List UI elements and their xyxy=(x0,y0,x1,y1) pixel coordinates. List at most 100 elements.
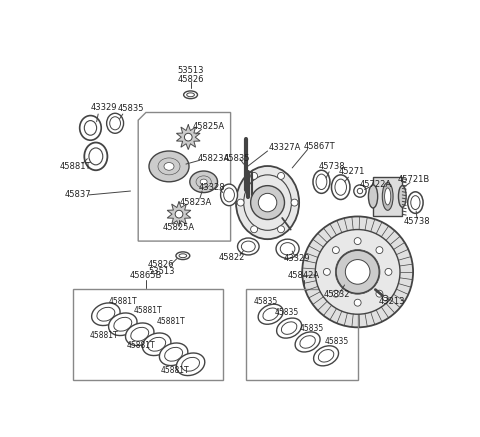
Text: 45835: 45835 xyxy=(117,104,144,113)
Circle shape xyxy=(376,290,383,297)
Circle shape xyxy=(357,188,363,194)
Ellipse shape xyxy=(148,337,166,351)
Text: 45835: 45835 xyxy=(275,308,299,317)
Ellipse shape xyxy=(187,93,194,97)
Ellipse shape xyxy=(281,322,297,334)
Ellipse shape xyxy=(176,252,190,260)
Text: 53513: 53513 xyxy=(148,267,175,276)
Text: 45881T: 45881T xyxy=(89,331,118,340)
Ellipse shape xyxy=(184,91,197,99)
Ellipse shape xyxy=(221,184,238,206)
Text: 45722A: 45722A xyxy=(360,180,391,189)
Text: 45881T: 45881T xyxy=(60,162,91,171)
Circle shape xyxy=(333,246,339,253)
Text: 45721B: 45721B xyxy=(398,175,430,184)
Ellipse shape xyxy=(89,148,103,165)
Ellipse shape xyxy=(241,241,255,252)
Ellipse shape xyxy=(165,347,182,361)
Circle shape xyxy=(376,246,383,253)
Ellipse shape xyxy=(295,332,320,352)
Text: 45881T: 45881T xyxy=(127,340,156,350)
Ellipse shape xyxy=(143,333,171,356)
Ellipse shape xyxy=(84,142,108,170)
Ellipse shape xyxy=(131,327,149,341)
Text: 43328: 43328 xyxy=(199,184,226,192)
Ellipse shape xyxy=(179,254,187,258)
Ellipse shape xyxy=(200,179,207,184)
Ellipse shape xyxy=(97,307,115,321)
Ellipse shape xyxy=(332,175,350,200)
Ellipse shape xyxy=(125,323,154,346)
Polygon shape xyxy=(177,125,200,149)
Bar xyxy=(373,177,402,216)
Ellipse shape xyxy=(313,346,338,366)
Ellipse shape xyxy=(335,179,347,195)
Ellipse shape xyxy=(84,121,96,135)
Ellipse shape xyxy=(276,318,301,338)
Text: 45865B: 45865B xyxy=(130,271,162,280)
Circle shape xyxy=(354,238,361,245)
Text: 45867T: 45867T xyxy=(303,142,335,151)
Ellipse shape xyxy=(384,188,391,205)
Text: 45825A: 45825A xyxy=(192,122,224,131)
Text: 45825A: 45825A xyxy=(163,223,195,232)
Ellipse shape xyxy=(302,216,413,327)
Circle shape xyxy=(291,199,298,206)
Ellipse shape xyxy=(398,186,406,207)
Circle shape xyxy=(354,185,366,197)
Circle shape xyxy=(385,268,392,275)
Text: 45837: 45837 xyxy=(65,191,92,199)
Text: 43329: 43329 xyxy=(90,104,117,112)
Text: 43213: 43213 xyxy=(379,298,406,306)
Circle shape xyxy=(258,193,277,212)
Bar xyxy=(246,289,358,380)
Circle shape xyxy=(175,210,183,218)
Text: 45271: 45271 xyxy=(339,167,365,176)
Text: 45835: 45835 xyxy=(224,154,250,163)
Ellipse shape xyxy=(80,115,101,140)
Ellipse shape xyxy=(318,350,334,362)
Text: 45823A: 45823A xyxy=(180,198,212,207)
Circle shape xyxy=(333,290,339,297)
Text: 45738: 45738 xyxy=(319,162,346,171)
Circle shape xyxy=(354,299,361,306)
Ellipse shape xyxy=(369,185,378,208)
Ellipse shape xyxy=(236,166,299,239)
Ellipse shape xyxy=(316,174,327,190)
Text: 45842A: 45842A xyxy=(288,271,320,280)
Ellipse shape xyxy=(382,183,393,210)
Ellipse shape xyxy=(313,170,330,193)
Text: 45881T: 45881T xyxy=(156,317,185,326)
Circle shape xyxy=(324,268,330,275)
Text: 43329: 43329 xyxy=(284,254,310,264)
Ellipse shape xyxy=(92,303,120,326)
Text: 43327A: 43327A xyxy=(268,142,300,152)
Circle shape xyxy=(251,186,285,219)
Ellipse shape xyxy=(176,353,205,375)
Circle shape xyxy=(345,260,370,284)
Ellipse shape xyxy=(190,171,217,193)
Text: 45826: 45826 xyxy=(148,260,175,269)
Ellipse shape xyxy=(181,357,200,371)
Ellipse shape xyxy=(300,336,315,348)
Text: 45826: 45826 xyxy=(177,75,204,84)
Text: 45823A: 45823A xyxy=(198,154,230,163)
Circle shape xyxy=(277,226,285,233)
Circle shape xyxy=(277,173,285,179)
Text: 53513: 53513 xyxy=(177,66,204,76)
Ellipse shape xyxy=(107,113,123,133)
Ellipse shape xyxy=(164,163,174,170)
Polygon shape xyxy=(168,202,191,226)
Circle shape xyxy=(237,199,244,206)
Text: 45881T: 45881T xyxy=(133,306,162,315)
Ellipse shape xyxy=(408,192,423,213)
Ellipse shape xyxy=(224,188,234,202)
Ellipse shape xyxy=(110,117,120,130)
Ellipse shape xyxy=(276,239,299,258)
Text: 45881T: 45881T xyxy=(161,366,190,375)
Bar xyxy=(73,289,223,380)
Circle shape xyxy=(184,133,192,141)
Ellipse shape xyxy=(159,343,188,366)
Circle shape xyxy=(251,226,258,233)
Text: 45835: 45835 xyxy=(325,337,349,347)
